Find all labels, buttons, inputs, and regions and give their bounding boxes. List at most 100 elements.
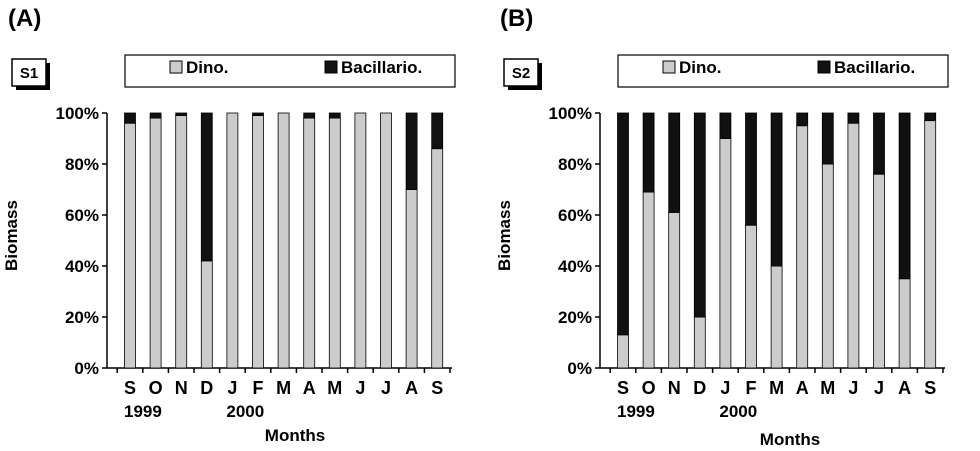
bar-dino bbox=[719, 138, 732, 369]
bar-bacillario bbox=[405, 112, 418, 190]
bar-dino bbox=[770, 265, 783, 369]
legend: Dino. Bacillario. bbox=[124, 54, 456, 88]
bar-dino bbox=[226, 112, 239, 369]
bar-dino bbox=[693, 316, 706, 369]
station-label-box bbox=[503, 58, 539, 87]
y-tick-label: 0% bbox=[74, 359, 99, 378]
y-tick-label: 40% bbox=[558, 257, 592, 276]
legend-swatch-dino bbox=[169, 60, 183, 74]
bar-bacillario bbox=[328, 112, 341, 119]
legend-box bbox=[617, 54, 949, 88]
chart-panel-b: (B) S2 Dino. Bacillario. 0% 20% 40% 60% 80% 100% S… bbox=[495, 5, 949, 449]
x-tick-label: S bbox=[124, 378, 136, 398]
bar-bacillario bbox=[431, 112, 444, 150]
bar-dino bbox=[405, 189, 418, 369]
bar-bacillario bbox=[745, 112, 757, 226]
x-tick-label: O bbox=[149, 378, 163, 398]
y-tick-label: 20% bbox=[65, 308, 99, 327]
legend-label-dino: Dino. bbox=[679, 58, 722, 77]
x-tick-label: O bbox=[642, 378, 656, 398]
bar-bacillario bbox=[847, 112, 860, 124]
bar-bacillario bbox=[175, 112, 188, 116]
bar-bacillario bbox=[873, 112, 885, 175]
legend-swatch-dino bbox=[662, 60, 676, 74]
bar-dino bbox=[303, 117, 316, 369]
y-tick-label: 0% bbox=[567, 359, 592, 378]
bar-bacillario bbox=[124, 112, 136, 124]
x-tick-label: J bbox=[381, 378, 391, 398]
y-tick-label: 60% bbox=[65, 206, 99, 225]
bar-dino bbox=[847, 122, 860, 369]
x-tick-label: M bbox=[769, 378, 784, 398]
legend: Dino. Bacillario. bbox=[617, 54, 949, 88]
bar-dino bbox=[354, 112, 367, 369]
bar-bacillario bbox=[642, 112, 655, 193]
bar-dino bbox=[175, 115, 188, 369]
x-tick-label: A bbox=[303, 378, 316, 398]
x-tick-label: S bbox=[924, 378, 936, 398]
legend-label-bacillario: Bacillario. bbox=[341, 58, 422, 77]
year-label: 2000 bbox=[719, 402, 757, 421]
year-label: 1999 bbox=[124, 402, 162, 421]
bar-bacillario bbox=[898, 112, 911, 280]
bar-dino bbox=[277, 112, 290, 369]
bar-dino bbox=[328, 117, 341, 369]
bar-bacillario bbox=[303, 112, 316, 119]
x-tick-label: J bbox=[355, 378, 365, 398]
bar-dino bbox=[668, 212, 681, 369]
legend-swatch-bacillario bbox=[817, 60, 831, 74]
y-tick-label: 80% bbox=[558, 155, 592, 174]
y-tick-label: 40% bbox=[65, 257, 99, 276]
y-tick-label: 100% bbox=[549, 104, 592, 123]
bar-dino bbox=[200, 260, 213, 369]
y-axis-title: Biomass bbox=[2, 200, 21, 271]
x-tick-label: A bbox=[796, 378, 809, 398]
station-label: S1 bbox=[20, 65, 38, 82]
y-tick-label: 60% bbox=[558, 206, 592, 225]
x-tick-label: M bbox=[276, 378, 291, 398]
bar-bacillario bbox=[770, 112, 783, 267]
bar-dino bbox=[796, 125, 809, 369]
panel-label: (B) bbox=[500, 5, 533, 32]
x-tick-label: M bbox=[327, 378, 342, 398]
x-tick-label: M bbox=[820, 378, 835, 398]
year-label: 1999 bbox=[617, 402, 655, 421]
y-tick-label: 20% bbox=[558, 308, 592, 327]
x-tick-label: N bbox=[175, 378, 188, 398]
bar-dino bbox=[617, 334, 629, 369]
bar-dino bbox=[380, 112, 392, 369]
x-axis-title: Months bbox=[760, 430, 820, 449]
bar-dino bbox=[149, 117, 162, 369]
x-tick-label: S bbox=[617, 378, 629, 398]
bar-bacillario bbox=[924, 112, 937, 122]
chart-panel-a: (A) S1 Dino. Bacillario. 0% 20% 40% 60% 80% 100% S… bbox=[2, 5, 456, 445]
x-tick-label: N bbox=[668, 378, 681, 398]
bar-dino bbox=[431, 148, 444, 369]
bar-dino bbox=[873, 173, 885, 369]
x-tick-label: J bbox=[874, 378, 884, 398]
y-tick-label: 100% bbox=[56, 104, 99, 123]
legend-label-dino: Dino. bbox=[186, 58, 229, 77]
station-label-box bbox=[11, 58, 47, 87]
bar-dino bbox=[642, 191, 655, 369]
bar-bacillario bbox=[719, 112, 732, 139]
x-tick-label: D bbox=[200, 378, 213, 398]
bar-dino bbox=[898, 278, 911, 369]
bar-bacillario bbox=[693, 112, 706, 318]
x-tick-label: F bbox=[746, 378, 757, 398]
y-tick-label: 80% bbox=[65, 155, 99, 174]
legend-label-bacillario: Bacillario. bbox=[834, 58, 915, 77]
bar-dino bbox=[745, 224, 757, 369]
x-tick-label: S bbox=[431, 378, 443, 398]
x-tick-label: D bbox=[693, 378, 706, 398]
bar-dino bbox=[821, 163, 834, 369]
bar-bacillario bbox=[252, 112, 264, 116]
x-tick-label: J bbox=[227, 378, 237, 398]
panel-label: (A) bbox=[8, 5, 41, 32]
bar-dino bbox=[124, 122, 136, 369]
legend-swatch-bacillario bbox=[324, 60, 338, 74]
bar-dino bbox=[924, 120, 937, 369]
bar-bacillario bbox=[200, 112, 213, 262]
x-axis-title: Months bbox=[265, 426, 325, 445]
